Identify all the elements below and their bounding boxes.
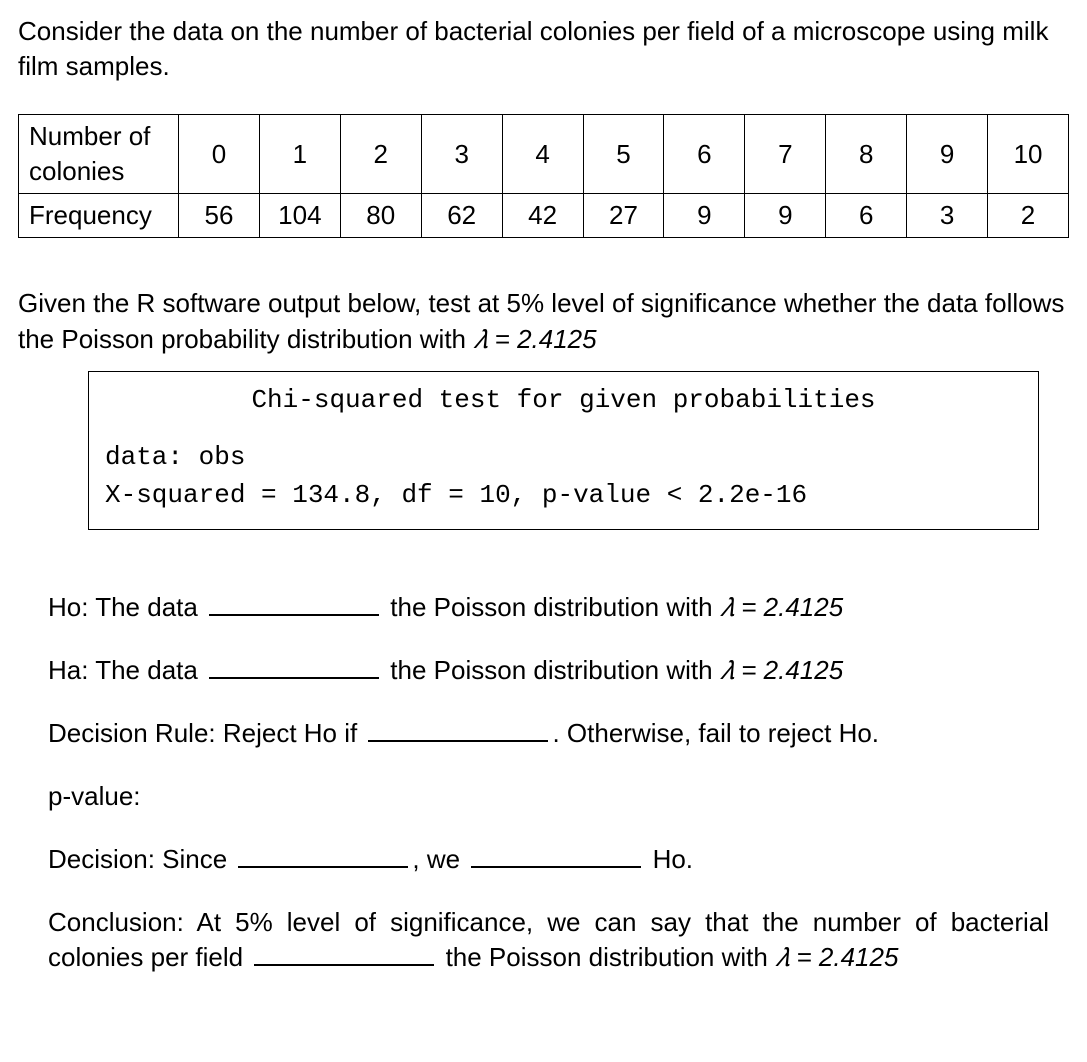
r-output-title: Chi-squared test for given probabilities	[105, 382, 1022, 420]
blank[interactable]	[238, 843, 408, 868]
text: Ho.	[645, 844, 693, 874]
row-header-colonies: Number of colonies	[19, 115, 179, 194]
questions: Ho: The data the Poisson distribution wi…	[18, 590, 1069, 976]
ha-line: Ha: The data the Poisson distribution wi…	[48, 653, 1049, 688]
lambda-expr: 𝜆 = 2.4125	[720, 655, 843, 685]
lambda-expr: 𝜆 = 2.4125	[775, 942, 898, 972]
text: . Otherwise, fail to reject Ho.	[552, 718, 879, 748]
cell: 42	[502, 194, 583, 238]
text: , we	[412, 844, 467, 874]
cell: 80	[340, 194, 421, 238]
cell: 9	[664, 194, 745, 238]
row-header-frequency: Frequency	[19, 194, 179, 238]
cell: 56	[179, 194, 260, 238]
cell: 62	[421, 194, 502, 238]
cell: 8	[826, 115, 907, 194]
text: the Poisson distribution with	[438, 942, 775, 972]
cell: 7	[745, 115, 826, 194]
decision-line: Decision: Since , we Ho.	[48, 842, 1049, 877]
conclusion-line: Conclusion: At 5% level of significance,…	[48, 905, 1049, 975]
cell: 1	[259, 115, 340, 194]
cell: 0	[179, 115, 260, 194]
cell: 27	[583, 194, 664, 238]
data-table: Number of colonies 0 1 2 3 4 5 6 7 8 9 1…	[18, 114, 1069, 238]
table-row: Number of colonies 0 1 2 3 4 5 6 7 8 9 1…	[19, 115, 1069, 194]
text: Ha: The data	[48, 655, 205, 685]
table-row: Frequency 56 104 80 62 42 27 9 9 6 3 2	[19, 194, 1069, 238]
blank[interactable]	[209, 653, 379, 678]
cell: 104	[259, 194, 340, 238]
cell: 3	[421, 115, 502, 194]
text: the Poisson distribution with	[383, 592, 720, 622]
text: p-value:	[48, 781, 141, 811]
text: Decision: Since	[48, 844, 234, 874]
cell: 3	[907, 194, 988, 238]
cell: 9	[745, 194, 826, 238]
cell: 4	[502, 115, 583, 194]
prompt-text: Given the R software output below, test …	[18, 286, 1069, 356]
cell: 9	[907, 115, 988, 194]
blank[interactable]	[368, 717, 548, 742]
r-output-line: X-squared = 134.8, df = 10, p-value < 2.…	[105, 477, 1022, 515]
text: Decision Rule: Reject Ho if	[48, 718, 364, 748]
intro-text: Consider the data on the number of bacte…	[18, 14, 1069, 84]
blank[interactable]	[254, 941, 434, 966]
decision-rule-line: Decision Rule: Reject Ho if . Otherwise,…	[48, 716, 1049, 751]
ho-line: Ho: The data the Poisson distribution wi…	[48, 590, 1049, 625]
text: Ho: The data	[48, 592, 205, 622]
cell: 2	[340, 115, 421, 194]
cell: 10	[988, 115, 1069, 194]
lambda-expr: 𝜆 = 2.4125	[473, 324, 596, 354]
pvalue-line: p-value:	[48, 779, 1049, 814]
blank[interactable]	[471, 843, 641, 868]
blank[interactable]	[209, 590, 379, 615]
cell: 6	[664, 115, 745, 194]
cell: 5	[583, 115, 664, 194]
text: the Poisson distribution with	[383, 655, 720, 685]
cell: 2	[988, 194, 1069, 238]
cell: 6	[826, 194, 907, 238]
r-output-box: Chi-squared test for given probabilities…	[88, 371, 1039, 530]
r-output-line: data: obs	[105, 439, 1022, 477]
lambda-expr: 𝜆 = 2.4125	[720, 592, 843, 622]
